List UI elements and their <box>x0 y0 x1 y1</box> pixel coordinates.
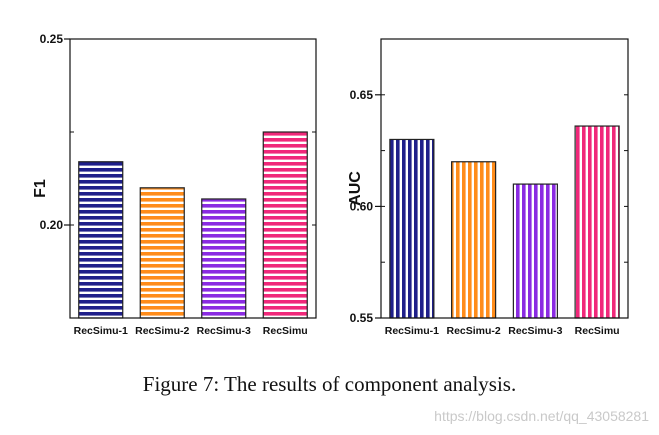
f1-x-tick-label: RecSimu-1 <box>74 325 128 337</box>
auc-x-tick-label: RecSimu-3 <box>508 325 562 337</box>
auc-bar-recsimu-3 <box>512 183 558 319</box>
figure: RecSimu-1 RecSimu-2 RecSimu-3 RecSimu 0.20 0.… <box>32 32 629 337</box>
auc-y-axis-title: AUC <box>347 171 364 206</box>
f1-x-tick-label: RecSimu <box>263 325 308 337</box>
auc-y-tick-label: 0.60 <box>350 199 374 213</box>
watermark-url: https://blog.csdn.net/qq_43058281 <box>434 408 649 424</box>
f1-bar-recsimu-1 <box>78 161 124 319</box>
auc-bar-chart: RecSimu-1 RecSimu-2 RecSimu-3 RecSimu 0.55 0.… <box>347 38 629 337</box>
f1-bar-recsimu-3 <box>201 198 247 319</box>
f1-y-axis-title: F1 <box>32 179 49 198</box>
auc-y-tick-label: 0.65 <box>350 88 374 102</box>
auc-bar-recsimu-2 <box>451 161 497 319</box>
auc-x-tick-label: RecSimu <box>575 325 620 337</box>
f1-y-tick-label: 0.25 <box>40 32 64 46</box>
f1-plot-frame <box>69 38 317 319</box>
auc-plot-frame <box>380 38 629 319</box>
auc-x-tick-label: RecSimu-1 <box>385 325 439 337</box>
f1-x-tick-label: RecSimu-3 <box>197 325 251 337</box>
f1-x-tick-label: RecSimu-2 <box>135 325 189 337</box>
auc-bar-recsimu-1 <box>389 138 435 319</box>
auc-x-tick-label: RecSimu-2 <box>446 325 500 337</box>
f1-bar-chart: RecSimu-1 RecSimu-2 RecSimu-3 RecSimu 0.20 0.… <box>32 32 317 337</box>
figure-caption: Figure 7: The results of component analy… <box>142 372 517 396</box>
f1-bar-recsimu-2 <box>139 187 185 319</box>
auc-y-tick-label: 0.55 <box>350 311 374 325</box>
auc-bar-recsimu <box>574 125 620 319</box>
f1-bar-recsimu <box>262 131 308 319</box>
f1-y-tick-label: 0.20 <box>40 218 64 232</box>
